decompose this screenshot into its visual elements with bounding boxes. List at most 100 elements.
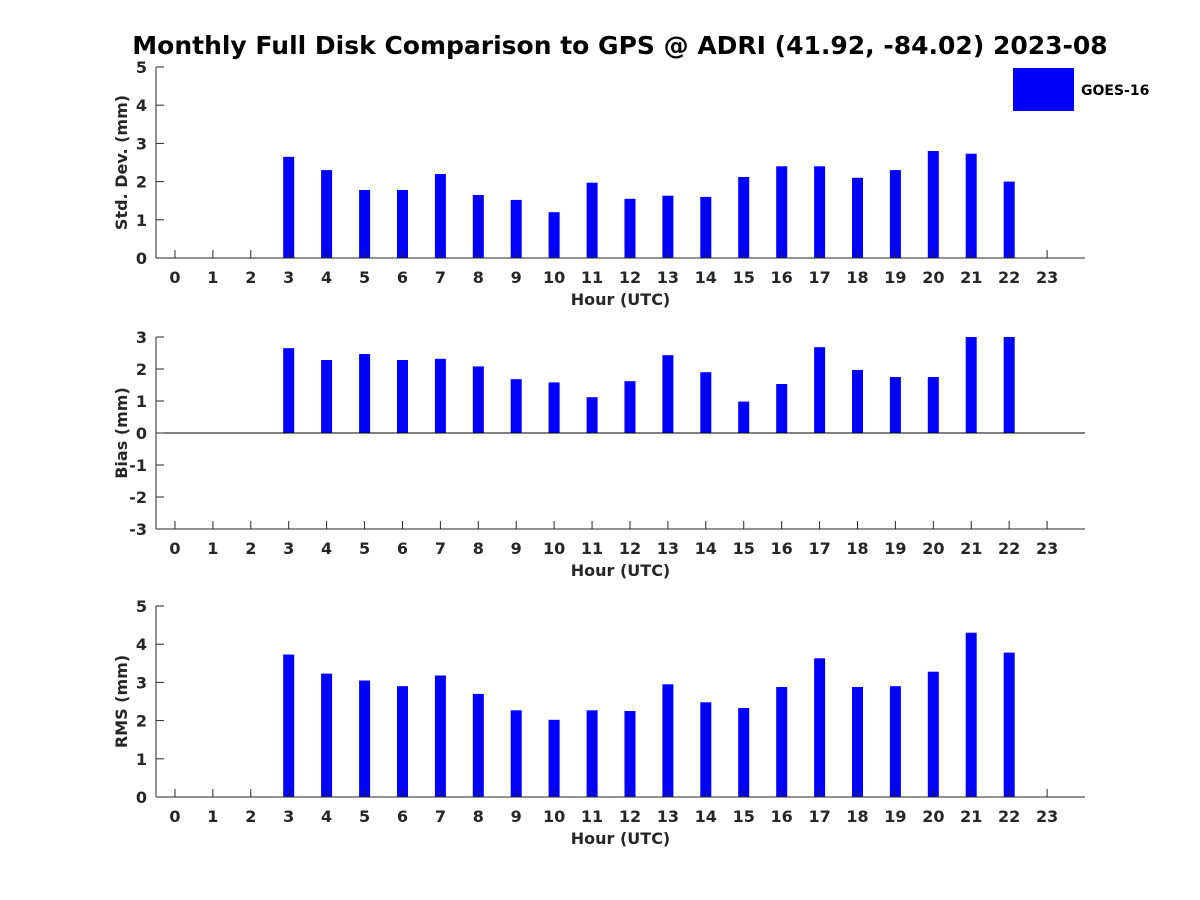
x-tick-label: 23 [1036, 807, 1058, 826]
x-tick-label: 18 [846, 807, 868, 826]
x-tick-label: 5 [359, 539, 370, 558]
bar-rms-hour-10 [548, 719, 560, 797]
bar-bias-hour-11 [586, 397, 598, 433]
bar-bias-hour-21 [965, 337, 977, 433]
bar-bias-hour-10 [548, 382, 560, 433]
x-tick-label: 16 [771, 539, 793, 558]
x-tick-label: 2 [245, 539, 256, 558]
x-tick-label: 13 [657, 807, 679, 826]
x-tick-label: 17 [808, 539, 830, 558]
bar-bias-hour-18 [852, 370, 863, 433]
bar-rms-hour-13 [662, 684, 674, 797]
x-tick-label: 12 [619, 807, 641, 826]
x-tick-label: 2 [245, 268, 256, 287]
bar-std-hour-7 [434, 174, 446, 258]
bar-rms-hour-8 [472, 693, 484, 797]
bar-rms-hour-6 [397, 686, 408, 797]
bar-std-hour-16 [776, 166, 788, 258]
x-tick-label: 22 [998, 807, 1020, 826]
bar-std-hour-14 [700, 196, 712, 258]
bar-rms-hour-11 [586, 710, 598, 797]
y-tick-label: 2 [136, 712, 147, 731]
x-tick-label: 11 [581, 807, 603, 826]
x-tick-label: 3 [283, 268, 294, 287]
x-tick-label: 11 [581, 268, 603, 287]
bar-bias-hour-4 [321, 360, 333, 433]
x-tick-label: 4 [321, 268, 332, 287]
bar-rms-hour-7 [434, 675, 446, 797]
bar-rms-hour-15 [738, 708, 750, 797]
x-tick-label: 10 [543, 539, 565, 558]
x-tick-label: 6 [397, 268, 408, 287]
bar-std-hour-20 [927, 151, 939, 258]
x-tick-label: 5 [359, 807, 370, 826]
y-tick-label: 0 [136, 788, 147, 807]
bar-bias-hour-6 [397, 360, 408, 433]
x-tick-label: 0 [169, 268, 180, 287]
y-axis-label: Bias (mm) [112, 387, 131, 479]
bar-std-hour-13 [662, 195, 674, 258]
x-tick-label: 1 [207, 268, 218, 287]
x-tick-label: 8 [473, 807, 484, 826]
x-tick-label: 9 [511, 539, 522, 558]
bar-std-hour-3 [283, 156, 295, 258]
x-tick-label: 18 [846, 268, 868, 287]
bar-bias-hour-19 [889, 377, 901, 433]
x-tick-label: 22 [998, 268, 1020, 287]
bar-bias-hour-7 [434, 358, 446, 433]
x-tick-label: 13 [657, 268, 679, 287]
x-tick-label: 6 [397, 807, 408, 826]
x-tick-label: 6 [397, 539, 408, 558]
bar-rms-hour-3 [283, 654, 295, 797]
x-tick-label: 9 [511, 268, 522, 287]
x-tick-label: 7 [435, 539, 446, 558]
x-axis-label: Hour (UTC) [571, 829, 671, 848]
bar-bias-hour-22 [1003, 337, 1015, 433]
x-tick-label: 10 [543, 807, 565, 826]
x-tick-label: 17 [808, 268, 830, 287]
y-tick-label: 5 [136, 597, 147, 616]
x-tick-label: 20 [922, 807, 944, 826]
x-tick-label: 5 [359, 268, 370, 287]
bar-bias-hour-12 [624, 381, 636, 433]
x-tick-label: 14 [695, 268, 717, 287]
y-tick-label: 4 [136, 635, 147, 654]
y-axis-label: RMS (mm) [112, 655, 131, 748]
x-tick-label: 7 [435, 807, 446, 826]
x-tick-label: 12 [619, 268, 641, 287]
bar-rms-hour-22 [1003, 652, 1015, 797]
y-tick-label: 1 [136, 392, 147, 411]
y-tick-label: 2 [136, 360, 147, 379]
x-tick-label: 11 [581, 539, 603, 558]
x-tick-label: 22 [998, 539, 1020, 558]
x-tick-label: 3 [283, 807, 294, 826]
y-tick-label: -2 [129, 488, 147, 507]
x-tick-label: 7 [435, 268, 446, 287]
x-tick-label: 15 [733, 268, 755, 287]
legend: GOES-16 [1013, 68, 1149, 111]
x-tick-label: 9 [511, 807, 522, 826]
x-tick-label: 8 [473, 539, 484, 558]
x-tick-label: 2 [245, 807, 256, 826]
bar-bias-hour-9 [510, 379, 522, 433]
legend-label: GOES-16 [1081, 83, 1149, 99]
x-tick-label: 17 [808, 807, 830, 826]
bar-std-hour-11 [586, 182, 598, 258]
bar-std-hour-22 [1003, 181, 1015, 258]
x-tick-label: 21 [960, 539, 982, 558]
bar-rms-hour-21 [965, 632, 977, 797]
x-tick-label: 21 [960, 807, 982, 826]
x-tick-label: 23 [1036, 268, 1058, 287]
x-tick-label: 18 [846, 539, 868, 558]
bar-std-hour-5 [359, 190, 371, 258]
x-tick-label: 21 [960, 268, 982, 287]
y-axis-label: Std. Dev. (mm) [112, 95, 131, 230]
bar-bias-hour-13 [662, 355, 674, 433]
bar-rms-hour-9 [510, 710, 522, 797]
y-tick-label: 1 [136, 211, 147, 230]
x-tick-label: 4 [321, 539, 332, 558]
x-tick-label: 15 [733, 539, 755, 558]
x-tick-label: 19 [884, 268, 906, 287]
